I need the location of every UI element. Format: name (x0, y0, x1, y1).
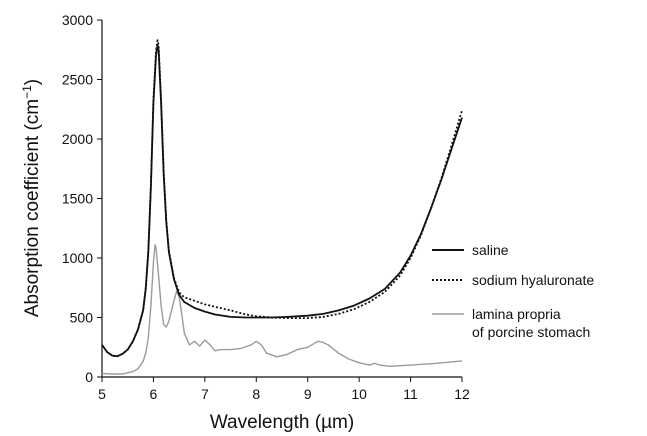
series-line-lamina-propria (101, 244, 463, 375)
legend-label-sodium-hyaluronate: sodium hyaluronate (472, 272, 594, 288)
axes (101, 20, 462, 378)
legend-label-saline: saline (472, 242, 509, 258)
x-tick-label: 10 (351, 386, 367, 402)
y-tick-label: 0 (85, 369, 93, 385)
x-tick-label: 9 (304, 386, 312, 402)
y-axis-title: Absorption coefficient (cm−1) (20, 79, 43, 317)
y-tick-label: 1000 (62, 250, 93, 266)
y-axis-title-sup: −1 (20, 85, 34, 99)
x-tick-label: 11 (403, 386, 418, 402)
x-axis-title: Wavelength (µm) (210, 412, 354, 433)
legend-label-lamina-propria-line1: lamina propria (472, 306, 561, 322)
series-line-saline (101, 44, 463, 358)
ticks: 5 6 7 8 9 10 11 12 0 500 1000 1500 2000 2500 3000 (62, 12, 470, 402)
y-axis-title-main: Absorption coefficient (cm (22, 99, 43, 317)
series-layer (101, 39, 463, 375)
x-tick-label: 7 (201, 386, 209, 402)
y-tick-label: 500 (70, 310, 94, 326)
y-tick-label: 3000 (62, 12, 93, 28)
legend-label-lamina-propria: lamina propria of porcine stomach (472, 306, 590, 340)
legend: saline sodium hyaluronate lamina propria… (432, 242, 594, 340)
y-tick-label: 2500 (62, 72, 93, 88)
x-tick-label: 5 (98, 386, 106, 402)
x-tick-label: 8 (252, 386, 260, 402)
x-tick-label: 6 (150, 386, 158, 402)
series-line-sodium-hyaluronate (101, 39, 463, 358)
legend-label-lamina-propria-line2: of porcine stomach (472, 324, 590, 340)
y-axis-title-close: ) (22, 79, 43, 85)
x-tick-label: 12 (454, 386, 470, 402)
y-tick-label: 2000 (62, 131, 93, 147)
y-tick-label: 1500 (62, 191, 93, 207)
